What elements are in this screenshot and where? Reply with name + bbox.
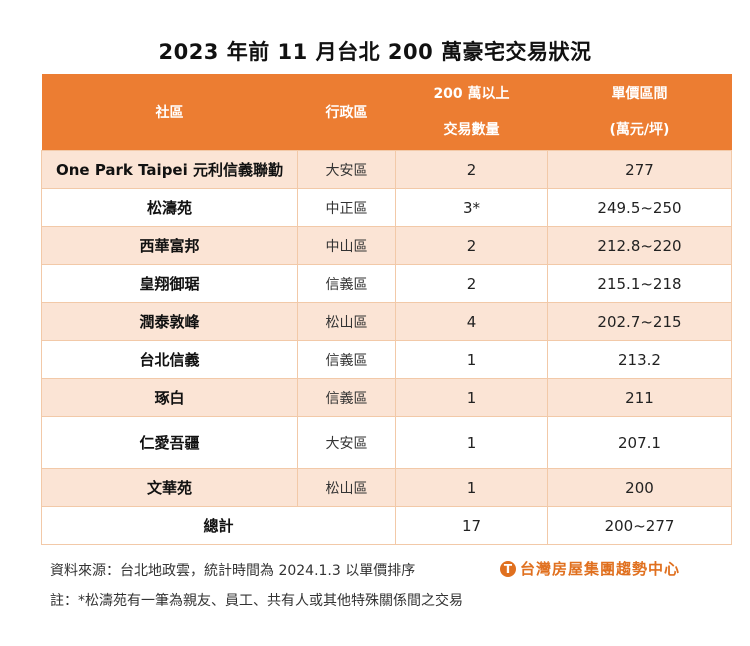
transaction-count: 1 [395, 340, 548, 379]
header-community: 社區 [41, 74, 298, 151]
total-price-range: 200~277 [547, 506, 732, 545]
district: 信義區 [297, 340, 396, 379]
community-name: One Park Taipei 元利信義聯勤 [41, 150, 298, 189]
price-range: 215.1~218 [547, 264, 732, 303]
table-row: 西華富邦 中山區 2 212.8~220 [41, 226, 732, 265]
luxury-transactions-table: 社區 行政區 200 萬以上 交易數量 單價區間 (萬元/坪) One Park T… [41, 74, 732, 545]
header-price-range: 單價區間 (萬元/坪) [547, 74, 732, 151]
community-name: 松濤苑 [41, 188, 298, 227]
price-range: 277 [547, 150, 732, 189]
transaction-count: 2 [395, 150, 548, 189]
publisher-logo: T 台灣房屋集團趨勢中心 [500, 558, 680, 579]
header-count: 200 萬以上 交易數量 [395, 74, 548, 151]
community-name: 文華苑 [41, 468, 298, 507]
transaction-count: 1 [395, 378, 548, 417]
table-row: 仁愛吾疆 大安區 1 207.1 [41, 416, 732, 469]
community-name: 潤泰敦峰 [41, 302, 298, 341]
district: 中正區 [297, 188, 396, 227]
table-header-row: 社區 行政區 200 萬以上 交易數量 單價區間 (萬元/坪) [41, 74, 732, 151]
table-row: 皇翔御琚 信義區 2 215.1~218 [41, 264, 732, 303]
total-count: 17 [395, 506, 548, 545]
logo-text: 台灣房屋集團趨勢中心 [520, 560, 681, 578]
community-name: 仁愛吾疆 [41, 416, 298, 469]
transaction-count: 2 [395, 264, 548, 303]
transaction-count: 1 [395, 416, 548, 469]
table-row: 潤泰敦峰 松山區 4 202.7~215 [41, 302, 732, 341]
district: 松山區 [297, 468, 396, 507]
table-row: One Park Taipei 元利信義聯勤 大安區 2 277 [41, 150, 732, 189]
district: 大安區 [297, 150, 396, 189]
community-name: 西華富邦 [41, 226, 298, 265]
price-range: 200 [547, 468, 732, 507]
transaction-count: 4 [395, 302, 548, 341]
district: 信義區 [297, 378, 396, 417]
price-range: 212.8~220 [547, 226, 732, 265]
community-name: 琢白 [41, 378, 298, 417]
table-total-row: 總計 17 200~277 [41, 506, 732, 545]
transaction-count: 2 [395, 226, 548, 265]
district: 大安區 [297, 416, 396, 469]
transaction-count: 3* [395, 188, 548, 227]
district: 中山區 [297, 226, 396, 265]
table-row: 松濤苑 中正區 3* 249.5~250 [41, 188, 732, 227]
price-range: 202.7~215 [547, 302, 732, 341]
community-name: 皇翔御琚 [41, 264, 298, 303]
table-row: 文華苑 松山區 1 200 [41, 468, 732, 507]
data-source-note: 資料來源：台北地政雲，統計時間為 2024.1.3 以單價排序 [50, 563, 416, 579]
page-title: 2023 年前 11 月台北 200 萬豪宅交易狀況 [158, 40, 592, 64]
transaction-count: 1 [395, 468, 548, 507]
footnote: 註：*松濤苑有一筆為親友、員工、共有人或其他特殊關係間之交易 [50, 593, 463, 609]
logo-t-icon: T [500, 560, 516, 577]
price-range: 213.2 [547, 340, 732, 379]
price-range: 211 [547, 378, 732, 417]
price-range: 207.1 [547, 416, 732, 469]
district: 松山區 [297, 302, 396, 341]
table-row: 台北信義 信義區 1 213.2 [41, 340, 732, 379]
community-name: 台北信義 [41, 340, 298, 379]
district: 信義區 [297, 264, 396, 303]
header-district: 行政區 [297, 74, 396, 151]
table-row: 琢白 信義區 1 211 [41, 378, 732, 417]
price-range: 249.5~250 [547, 188, 732, 227]
total-label: 總計 [41, 506, 396, 545]
